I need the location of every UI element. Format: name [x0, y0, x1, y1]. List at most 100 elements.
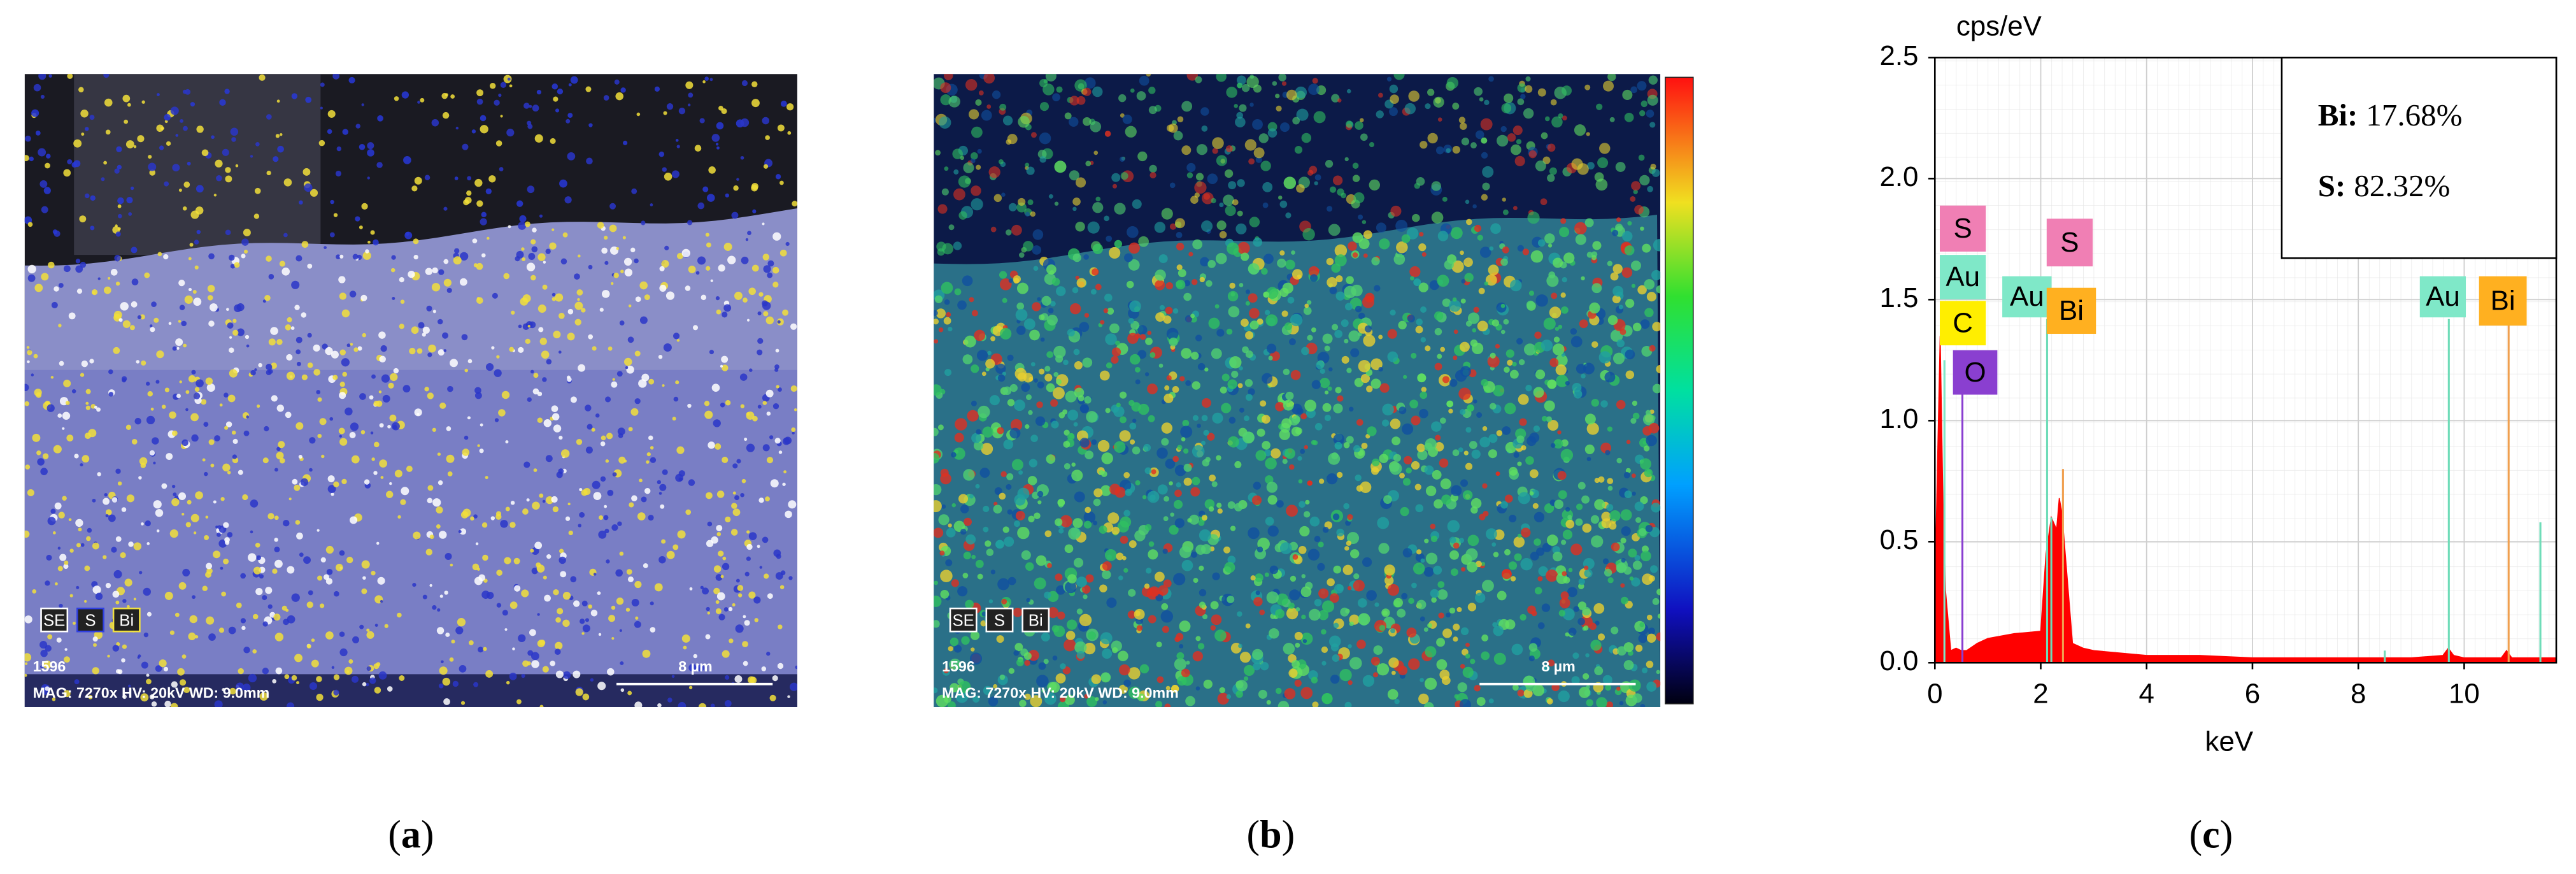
blob: [934, 453, 940, 464]
dot: [336, 563, 343, 571]
blob: [1111, 405, 1120, 413]
blob: [953, 169, 959, 175]
blob: [1540, 198, 1548, 206]
blob: [1069, 170, 1079, 181]
dot: [770, 479, 779, 488]
blob: [1041, 688, 1046, 693]
dot: [189, 615, 197, 624]
dot: [687, 403, 692, 408]
dot: [56, 637, 62, 643]
blob: [1282, 459, 1288, 464]
blob: [1149, 172, 1156, 179]
blob: [1537, 622, 1545, 629]
blob: [1409, 276, 1414, 281]
blob: [1609, 117, 1615, 122]
blob: [1032, 245, 1042, 255]
dot: [285, 412, 292, 419]
blob: [1488, 449, 1497, 459]
dot: [381, 374, 390, 383]
dot: [530, 548, 534, 553]
blob: [1088, 631, 1097, 640]
dot: [275, 134, 280, 138]
blob: [1136, 625, 1143, 631]
blob: [964, 517, 972, 526]
dot: [351, 455, 360, 464]
blob: [1240, 319, 1249, 327]
blob: [1180, 426, 1193, 438]
blob: [1370, 378, 1381, 389]
dot: [275, 667, 283, 675]
dot: [505, 506, 510, 512]
dot: [309, 682, 318, 691]
blob: [1520, 558, 1533, 571]
blob: [948, 326, 953, 332]
blob: [937, 424, 944, 431]
blob: [1181, 145, 1192, 155]
blob: [1517, 83, 1526, 93]
blob: [1405, 467, 1412, 474]
dot: [757, 338, 764, 344]
blob: [1482, 166, 1494, 178]
dot: [51, 301, 58, 308]
blob: [1302, 228, 1315, 241]
blob: [1473, 399, 1477, 404]
blob: [1211, 614, 1222, 626]
dot: [451, 640, 455, 644]
dot: [400, 499, 406, 505]
blob: [1465, 548, 1478, 561]
blob: [1091, 674, 1102, 684]
blob: [1095, 196, 1101, 202]
blob: [1521, 445, 1526, 450]
dot: [41, 273, 49, 281]
blob: [1532, 503, 1539, 509]
dot: [780, 101, 787, 107]
blob: [1430, 535, 1438, 543]
composition-box: [2281, 57, 2558, 259]
blob: [1462, 666, 1474, 678]
dot: [235, 164, 239, 168]
dot: [697, 664, 704, 672]
dot: [241, 238, 249, 246]
blob: [1044, 373, 1053, 382]
blob: [1327, 578, 1335, 587]
dot: [715, 608, 722, 614]
blob: [1085, 450, 1094, 460]
blob: [1165, 282, 1173, 290]
dot: [266, 363, 273, 371]
dot: [137, 135, 145, 143]
dot: [732, 603, 736, 606]
dot: [183, 687, 190, 694]
dot: [725, 400, 731, 406]
blob: [1607, 315, 1618, 326]
blob: [1216, 155, 1228, 166]
blob: [1064, 544, 1074, 554]
dot: [206, 383, 215, 392]
blob: [1194, 181, 1207, 194]
blob: [1074, 361, 1083, 369]
dot: [743, 615, 746, 619]
dot: [627, 576, 634, 583]
dot: [361, 203, 368, 210]
dot: [36, 392, 42, 398]
dot: [146, 673, 150, 677]
blob: [1074, 641, 1087, 654]
dot: [225, 229, 231, 236]
dot: [522, 257, 526, 262]
dot: [274, 559, 283, 568]
dot: [144, 272, 150, 278]
blob: [1169, 525, 1179, 535]
blob: [1373, 645, 1383, 655]
blob: [1228, 181, 1237, 190]
dot: [615, 569, 623, 577]
blob: [1390, 94, 1399, 104]
blob: [1632, 400, 1638, 406]
dot: [306, 644, 311, 649]
dot: [411, 185, 418, 192]
dot: [467, 416, 471, 420]
dot: [339, 434, 343, 438]
dot: [43, 453, 49, 459]
blob: [1026, 166, 1035, 175]
caption-part: b: [1260, 813, 1281, 857]
dot: [529, 104, 532, 108]
dot: [555, 641, 563, 650]
